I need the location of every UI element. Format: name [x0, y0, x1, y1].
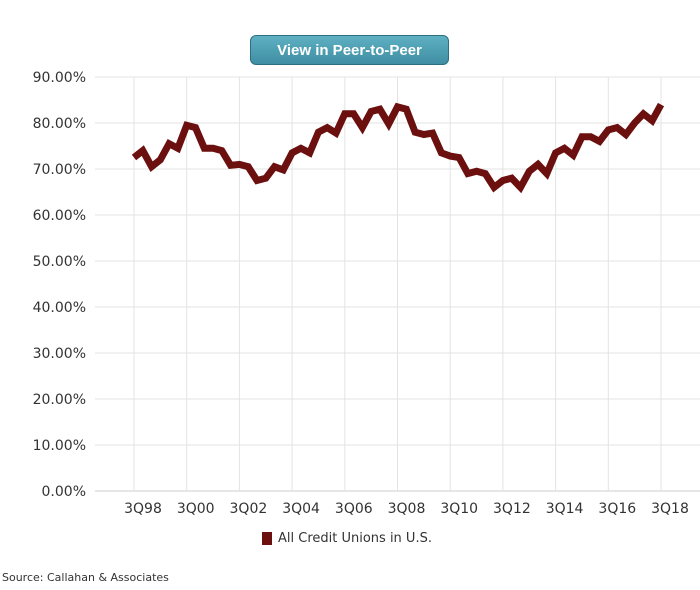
x-tick-label: 3Q04: [282, 501, 320, 517]
y-tick-label: 60.00%: [33, 208, 86, 224]
y-tick-label: 50.00%: [33, 254, 86, 270]
y-tick-label: 40.00%: [33, 300, 86, 316]
x-tick-label: 3Q18: [651, 501, 689, 517]
x-tick-label: 3Q12: [493, 501, 531, 517]
chart-series: [131, 102, 665, 194]
x-tick-label: 3Q14: [546, 501, 584, 517]
legend-swatch-icon: [262, 532, 272, 545]
y-tick-label: 30.00%: [33, 346, 86, 362]
y-tick-label: 10.00%: [33, 438, 86, 454]
x-tick-label: 3Q16: [598, 501, 636, 517]
source-note: Source: Callahan & Associates: [2, 571, 169, 584]
x-tick-label: 3Q06: [335, 501, 373, 517]
y-tick-label: 90.00%: [33, 70, 86, 86]
view-in-peer-to-peer-button[interactable]: View in Peer-to-Peer: [250, 35, 449, 65]
y-tick-label: 0.00%: [42, 484, 86, 500]
x-axis-ticks: 3Q98 3Q00 3Q02 3Q04 3Q06 3Q08 3Q10 3Q12 3Q14 3Q16…: [124, 501, 689, 517]
chart-legend[interactable]: All Credit Unions in U.S.: [262, 531, 432, 546]
x-tick-label: 3Q10: [440, 501, 478, 517]
y-tick-label: 20.00%: [33, 392, 86, 408]
x-tick-label: 3Q98: [124, 501, 162, 517]
chart-grid: [95, 76, 700, 492]
legend-label: All Credit Unions in U.S.: [278, 531, 432, 546]
series-line[interactable]: [131, 102, 665, 194]
y-tick-label: 80.00%: [33, 116, 86, 132]
x-tick-label: 3Q00: [177, 501, 215, 517]
x-tick-label: 3Q02: [230, 501, 268, 517]
y-axis-ticks: 0.00% 10.00% 20.00% 30.00% 40.00% 50.00% 60.00…: [33, 70, 86, 500]
x-tick-label: 3Q08: [388, 501, 426, 517]
y-tick-label: 70.00%: [33, 162, 86, 178]
